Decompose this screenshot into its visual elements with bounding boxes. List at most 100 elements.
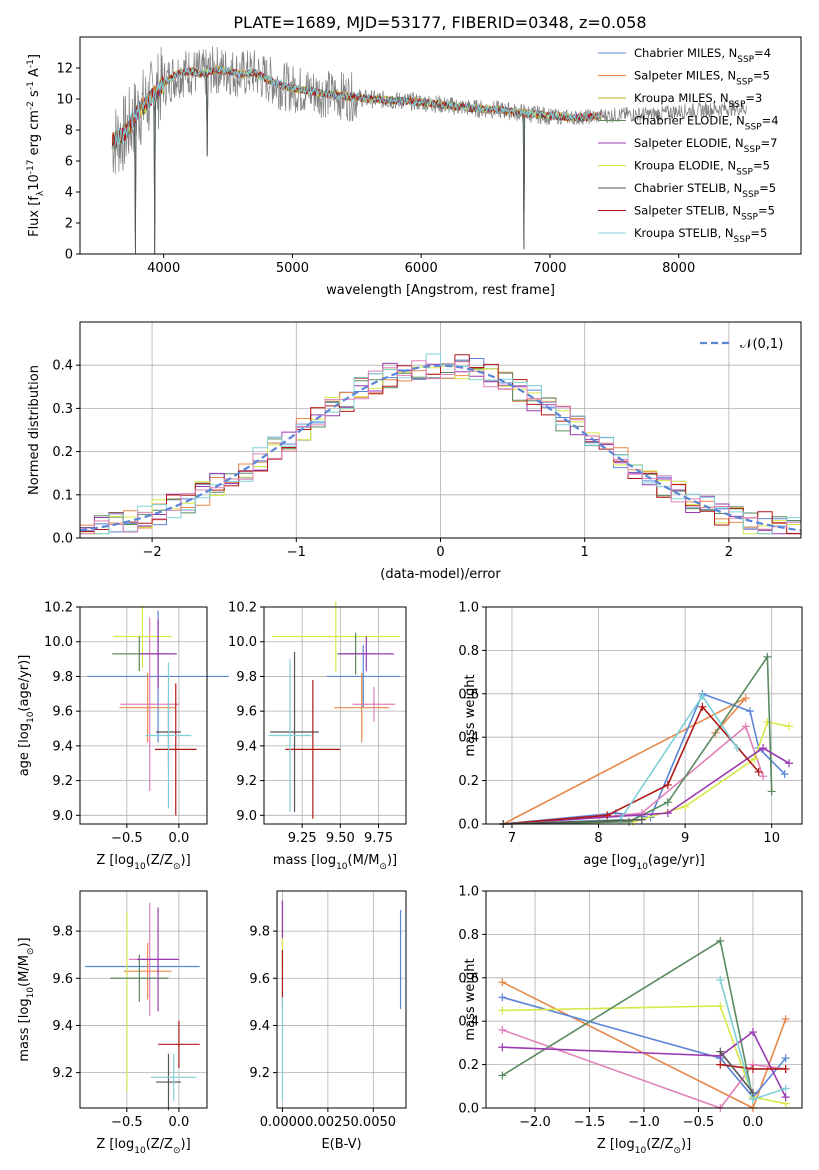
y-tick-label: 9.4 bbox=[52, 1019, 73, 1034]
y-tick-label: 0.3 bbox=[52, 402, 73, 417]
weight-vs-age-panel: 7 8 9 10 0.0 0.2 0.4 0.6 0.8 1.0 age [log10(age/yr… bbox=[458, 601, 803, 872]
model-spectrum-kroupa_stelib bbox=[111, 65, 602, 150]
axes-frame bbox=[79, 606, 208, 825]
y-tick-label: 0 bbox=[65, 248, 73, 263]
x-axis-label: mass [log10(M/M⊙)] bbox=[273, 853, 397, 872]
x-tick-label: 2 bbox=[725, 545, 733, 560]
y-tick-label: 9.4 bbox=[249, 1019, 270, 1034]
x-axis-label: Z [log10(Z/Z⊙)] bbox=[96, 853, 190, 872]
x-tick-label: −2 bbox=[143, 545, 162, 560]
x-axis-label: age [log10(age/yr)] bbox=[583, 853, 705, 872]
histogram-salpeter_stelib bbox=[80, 354, 801, 534]
y-tick-label: 9.4 bbox=[236, 739, 257, 754]
weight-marker bbox=[716, 1047, 725, 1056]
axes-frame bbox=[276, 890, 407, 1109]
x-tick-label: −1.5 bbox=[574, 1115, 606, 1130]
weight-series-salpeter_elodie bbox=[503, 747, 790, 825]
x-tick-label: 0.0 bbox=[743, 1115, 764, 1130]
y-tick-label: 0.8 bbox=[458, 928, 479, 943]
weight-marker bbox=[741, 722, 750, 731]
weight-marker bbox=[603, 811, 612, 820]
weight-marker bbox=[785, 722, 794, 731]
y-tick-label: 9.8 bbox=[52, 925, 73, 940]
x-tick-label: 1 bbox=[581, 545, 589, 560]
weight-marker bbox=[498, 993, 507, 1002]
y-tick-label: 0.4 bbox=[458, 1015, 479, 1030]
x-tick-label: 0.0000 bbox=[260, 1115, 306, 1130]
axes-frame bbox=[485, 606, 803, 825]
y-axis-label: mass [log10(M/M⊙)] bbox=[17, 937, 36, 1061]
y-tick-label: 9.2 bbox=[52, 1066, 73, 1081]
x-axis-label: Z [log10(Z/Z⊙)] bbox=[96, 1137, 190, 1156]
x-tick-label: 8 bbox=[594, 831, 602, 846]
y-tick-label: 9.8 bbox=[236, 670, 257, 685]
y-tick-label: 0.6 bbox=[458, 687, 479, 702]
weight-marker bbox=[748, 1064, 757, 1073]
weight-marker bbox=[781, 1093, 790, 1102]
y-tick-label: 9.2 bbox=[52, 774, 73, 789]
weight-marker bbox=[663, 809, 672, 818]
weight-marker bbox=[741, 694, 750, 703]
weight-marker bbox=[748, 1088, 757, 1097]
figure-title: PLATE=1689, MJD=53177, FIBERID=0348, z=0… bbox=[233, 13, 646, 32]
weight-series-kroupa_stelib bbox=[503, 694, 738, 825]
weight-marker bbox=[746, 707, 755, 716]
x-tick-label: 9.25 bbox=[288, 831, 317, 846]
age-vs-metallicity-panel: −0.5 0.0 9.0 9.2 9.4 9.6 9.8 10.0 10.2 Z [log10(Z… bbox=[17, 601, 229, 872]
y-tick-label: 0.2 bbox=[52, 445, 73, 460]
weight-marker bbox=[681, 802, 690, 811]
axes-frame bbox=[263, 606, 407, 825]
x-tick-label: 8000 bbox=[662, 261, 695, 276]
weight-series-salpeter_miles bbox=[502, 697, 747, 825]
y-tick-label: 9.2 bbox=[236, 774, 257, 789]
x-tick-label: 4000 bbox=[147, 261, 180, 276]
y-tick-label: 9.6 bbox=[52, 705, 73, 720]
model-spectrum-chabrier_stelib bbox=[111, 66, 602, 254]
weight-marker bbox=[759, 772, 768, 781]
y-tick-label: 9.4 bbox=[52, 739, 73, 754]
weight-series-chabrier_stelib bbox=[719, 1051, 754, 1094]
y-tick-label: 0.6 bbox=[458, 971, 479, 986]
weight-marker bbox=[763, 652, 772, 661]
axes-frame bbox=[485, 890, 803, 1109]
weight-marker bbox=[698, 702, 707, 711]
y-tick-label: 0.4 bbox=[458, 731, 479, 746]
y-tick-label: 9.8 bbox=[249, 925, 270, 940]
y-tick-label: 4 bbox=[65, 186, 73, 201]
legend-entry: Chabrier STELIB, NSSP=5 bbox=[634, 181, 776, 200]
y-tick-label: 9.6 bbox=[52, 972, 73, 987]
x-tick-label: 7000 bbox=[533, 261, 566, 276]
y-tick-label: 1.0 bbox=[458, 601, 479, 616]
weight-marker bbox=[733, 744, 742, 753]
y-tick-label: 10.2 bbox=[228, 601, 257, 616]
x-tick-label: 5000 bbox=[276, 261, 309, 276]
y-axis-label: Normed distribution bbox=[27, 365, 42, 495]
weight-marker bbox=[767, 787, 776, 796]
y-tick-label: 9.2 bbox=[249, 1066, 270, 1081]
spectrum-panel: 4000 5000 6000 7000 8000 0 2 4 6 8 10 12 wavelength … bbox=[26, 36, 802, 298]
y-axis-label: Flux [fλ10-17 erg cm-2 s-1 A-1] bbox=[26, 54, 46, 237]
weight-marker bbox=[498, 978, 507, 987]
x-tick-label: 6000 bbox=[405, 261, 438, 276]
y-tick-label: 12 bbox=[56, 62, 73, 77]
y-axis-label: age [log10(age/yr)] bbox=[17, 655, 36, 777]
weight-marker bbox=[781, 1015, 790, 1024]
x-axis-label: E(B-V) bbox=[321, 1137, 361, 1152]
x-tick-label: 0.0050 bbox=[351, 1115, 397, 1130]
y-tick-label: 2 bbox=[65, 217, 73, 232]
legend-entry: Salpeter ELODIE, NSSP=7 bbox=[634, 136, 777, 155]
y-tick-label: 10.0 bbox=[228, 635, 257, 650]
x-tick-label: −1.0 bbox=[628, 1115, 660, 1130]
legend-entry: Kroupa STELIB, NSSP=5 bbox=[634, 226, 767, 245]
weight-marker bbox=[716, 1060, 725, 1069]
y-tick-label: 10 bbox=[56, 93, 73, 108]
x-axis-label: wavelength [Angstrom, rest frame] bbox=[326, 283, 555, 298]
weight-marker bbox=[624, 817, 633, 826]
y-tick-label: 0.2 bbox=[458, 1058, 479, 1073]
x-tick-label: −0.5 bbox=[683, 1115, 715, 1130]
y-tick-label: 9.8 bbox=[52, 670, 73, 685]
weight-marker bbox=[748, 1028, 757, 1037]
y-tick-label: 0.0 bbox=[52, 532, 73, 547]
weight-marker bbox=[781, 1064, 790, 1073]
y-tick-label: 10.2 bbox=[44, 601, 73, 616]
